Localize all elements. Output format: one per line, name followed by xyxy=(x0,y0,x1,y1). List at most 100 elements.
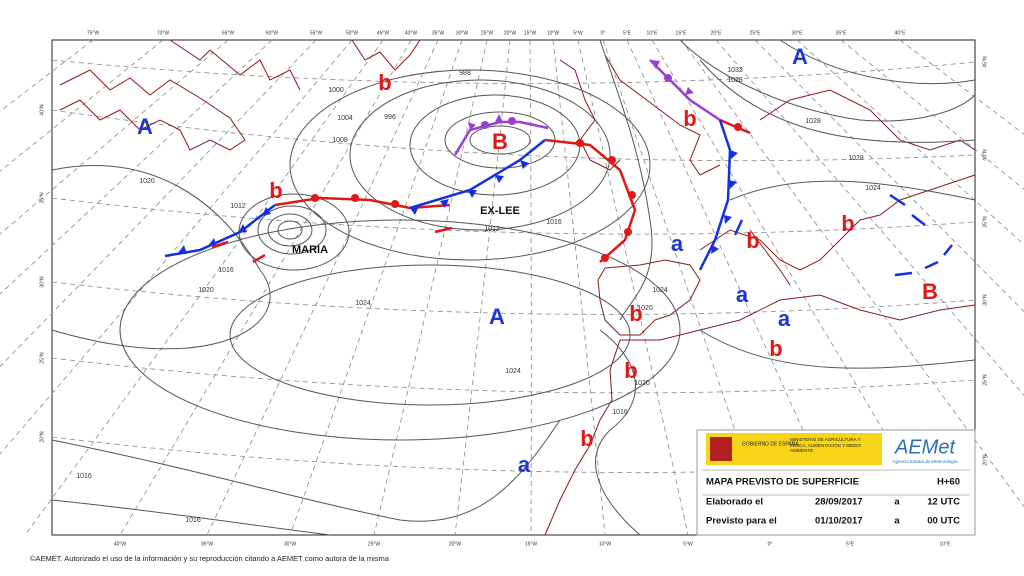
lon-label: 0° xyxy=(768,541,773,547)
meridian xyxy=(754,39,1024,313)
meridian xyxy=(552,39,606,536)
fronts xyxy=(164,59,953,277)
lon-label: 15°E xyxy=(676,30,688,36)
isobar-label: 1020 xyxy=(637,305,653,312)
isobar-label: 1028 xyxy=(805,118,821,125)
meridian xyxy=(119,39,412,536)
meridian xyxy=(206,39,439,536)
lon-label: 35°E xyxy=(836,30,848,36)
parallel xyxy=(51,109,976,162)
lat-label: 40°N xyxy=(982,149,988,161)
rows: Elaborado el 28/09/2017 a 12 UTC Previsto pa… xyxy=(706,497,960,527)
lon-label: 55°W xyxy=(310,30,323,36)
isobar-label: 1020 xyxy=(634,380,650,387)
pressure-system: a xyxy=(518,452,531,477)
meridian xyxy=(289,39,463,536)
lead: H+60 xyxy=(937,477,960,488)
lon-label: 0° xyxy=(601,30,606,36)
ministry: MINISTERIO DE AGRICULTURA Y PESCA, ALIME… xyxy=(790,437,862,453)
lon-label: 10°E xyxy=(647,30,659,36)
lat-label: 25°N xyxy=(982,374,988,386)
row-cell: 00 UTC xyxy=(927,516,960,527)
isobar-label: 1028 xyxy=(727,77,743,84)
isobar-label: 1016 xyxy=(218,267,234,274)
info-box: GOBIERNO DE ESPAÑA MINISTERIO DE AGRICUL… xyxy=(696,429,976,536)
lon-label: 45°W xyxy=(377,30,390,36)
lon-label: 50°W xyxy=(346,30,359,36)
lon-label: 35°W xyxy=(432,30,445,36)
pressure-system: a xyxy=(671,231,684,256)
pressure-system: b xyxy=(378,70,391,95)
pressure-system: B xyxy=(492,129,508,154)
lon-label: 40°E xyxy=(895,30,907,36)
lat-label: 45°N xyxy=(982,56,988,68)
footer: ©AEMET. Autorizado el uso de la informac… xyxy=(30,554,390,563)
isobar-label: 1016 xyxy=(546,219,562,226)
lon-label: 70°W xyxy=(157,30,170,36)
pressure-system: a xyxy=(736,282,749,307)
lon-label: 65°W xyxy=(222,30,235,36)
pressure-system: B xyxy=(922,279,938,304)
pressure-system: b xyxy=(683,106,696,131)
pressure-system: b xyxy=(269,178,282,203)
row-cell: 01/10/2017 xyxy=(815,516,863,527)
isobar-label: 1012 xyxy=(484,226,500,233)
lon-label: 40°W xyxy=(405,30,418,36)
row-cell: Previsto para el xyxy=(706,516,777,527)
coat-of-arms xyxy=(710,437,732,461)
isobar-label: 996 xyxy=(384,114,396,121)
lon-label: 10°E xyxy=(940,541,952,547)
lat-label: 40°N xyxy=(39,104,45,116)
isobar-label: 1016 xyxy=(76,473,92,480)
row-cell: 28/09/2017 xyxy=(815,497,863,508)
logo-sub: Agencia Estatal de Meteorología xyxy=(892,459,958,464)
isobar-label: 1012 xyxy=(230,203,246,210)
pressure-system: b xyxy=(841,211,854,236)
meridian xyxy=(577,39,689,536)
gov: GOBIERNO DE ESPAÑA xyxy=(742,440,799,447)
lon-label: 25°E xyxy=(750,30,762,36)
meridian xyxy=(0,39,317,368)
lat-label: 35°N xyxy=(39,192,45,204)
gov-band xyxy=(706,433,882,465)
isobar-label: 1024 xyxy=(355,300,371,307)
lon-label: 30°E xyxy=(792,30,804,36)
isobar-label: 1000 xyxy=(328,87,344,94)
lon-label: 25°W xyxy=(481,30,494,36)
pressure-system: b xyxy=(580,426,593,451)
lat-label: 35°N xyxy=(982,216,988,228)
meridian xyxy=(796,39,1024,246)
pressure-system: b xyxy=(769,336,782,361)
isobar-label: 1020 xyxy=(198,287,214,294)
lon-label: 15°W xyxy=(524,30,537,36)
isobar-label: 1028 xyxy=(848,155,864,162)
ministry-text: MINISTERIO DE AGRICULTURA Y PESCA, ALIME… xyxy=(790,437,862,453)
box-title: MAPA PREVISTO DE SUPERFICIE xyxy=(706,477,859,488)
lon-label: 35°W xyxy=(201,541,214,547)
lon-label: 25°W xyxy=(368,541,381,547)
isobar-label: 1024 xyxy=(865,185,881,192)
isobar-label: 1024 xyxy=(505,368,521,375)
lat-label: 20°N xyxy=(39,431,45,443)
meridian xyxy=(529,39,532,536)
row-cell: Elaborado el xyxy=(706,497,763,508)
lat-label: 20°N xyxy=(982,454,988,466)
isobars xyxy=(51,39,976,536)
row-cell: 12 UTC xyxy=(927,497,960,508)
lon-label: 75°W xyxy=(87,30,100,36)
meridian xyxy=(680,39,1024,508)
lat-label: 30°N xyxy=(982,294,988,306)
lon-label: 10°W xyxy=(547,30,560,36)
row-cell: a xyxy=(894,497,900,508)
pressure-system: A xyxy=(489,304,505,329)
meridian xyxy=(715,39,1024,397)
isobar-label: 1004 xyxy=(337,115,353,122)
meridian xyxy=(373,39,488,536)
lon-label: 40°W xyxy=(114,541,127,547)
lon-label: 5°W xyxy=(573,30,583,36)
storm-name: MARIA xyxy=(292,244,328,256)
row-cell: a xyxy=(894,516,900,527)
parallel xyxy=(51,281,976,315)
lon-label: 5°W xyxy=(683,541,693,547)
